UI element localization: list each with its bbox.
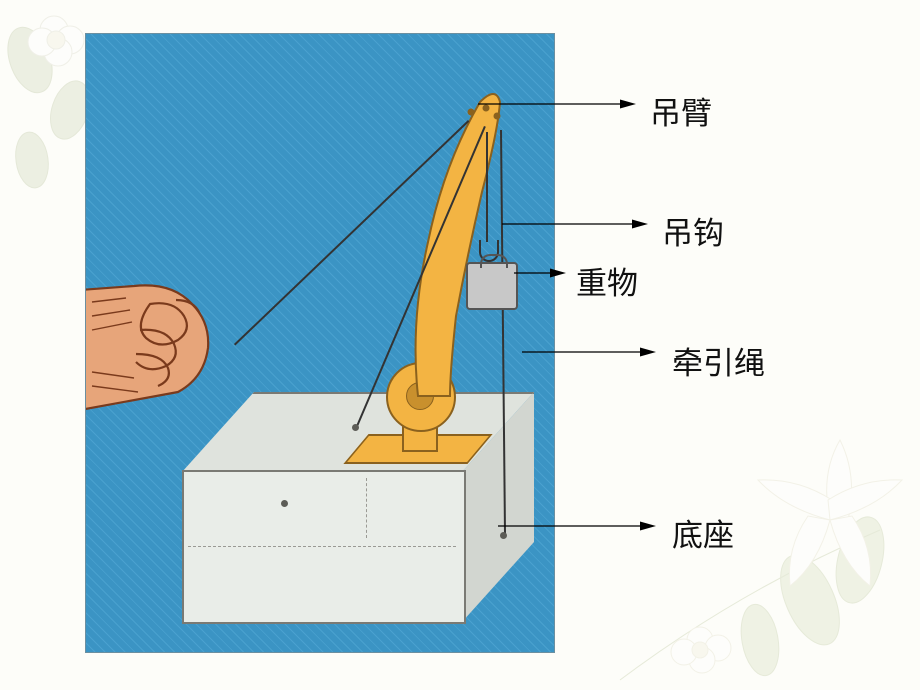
anchor-dot — [281, 500, 288, 507]
box-guide-line-v — [366, 478, 367, 538]
illustration-panel — [85, 33, 555, 653]
label-rope: 牵引绳 — [672, 338, 765, 383]
hand-illustration — [85, 260, 230, 430]
label-hook: 吊钩 — [662, 208, 724, 253]
floral-corner-bottom-right — [580, 410, 920, 690]
label-weight: 重物 — [576, 258, 638, 303]
hook-line — [486, 132, 488, 242]
box-front-face — [182, 470, 466, 624]
anchor-dot — [352, 424, 359, 431]
box-guide-line — [188, 546, 456, 547]
crane-arm — [386, 72, 506, 402]
label-base: 底座 — [672, 510, 734, 555]
weight-bucket — [466, 262, 518, 310]
slide-canvas: 吊臂 吊钩 重物 牵引绳 底座 — [0, 0, 920, 690]
label-arm: 吊臂 — [650, 88, 712, 133]
